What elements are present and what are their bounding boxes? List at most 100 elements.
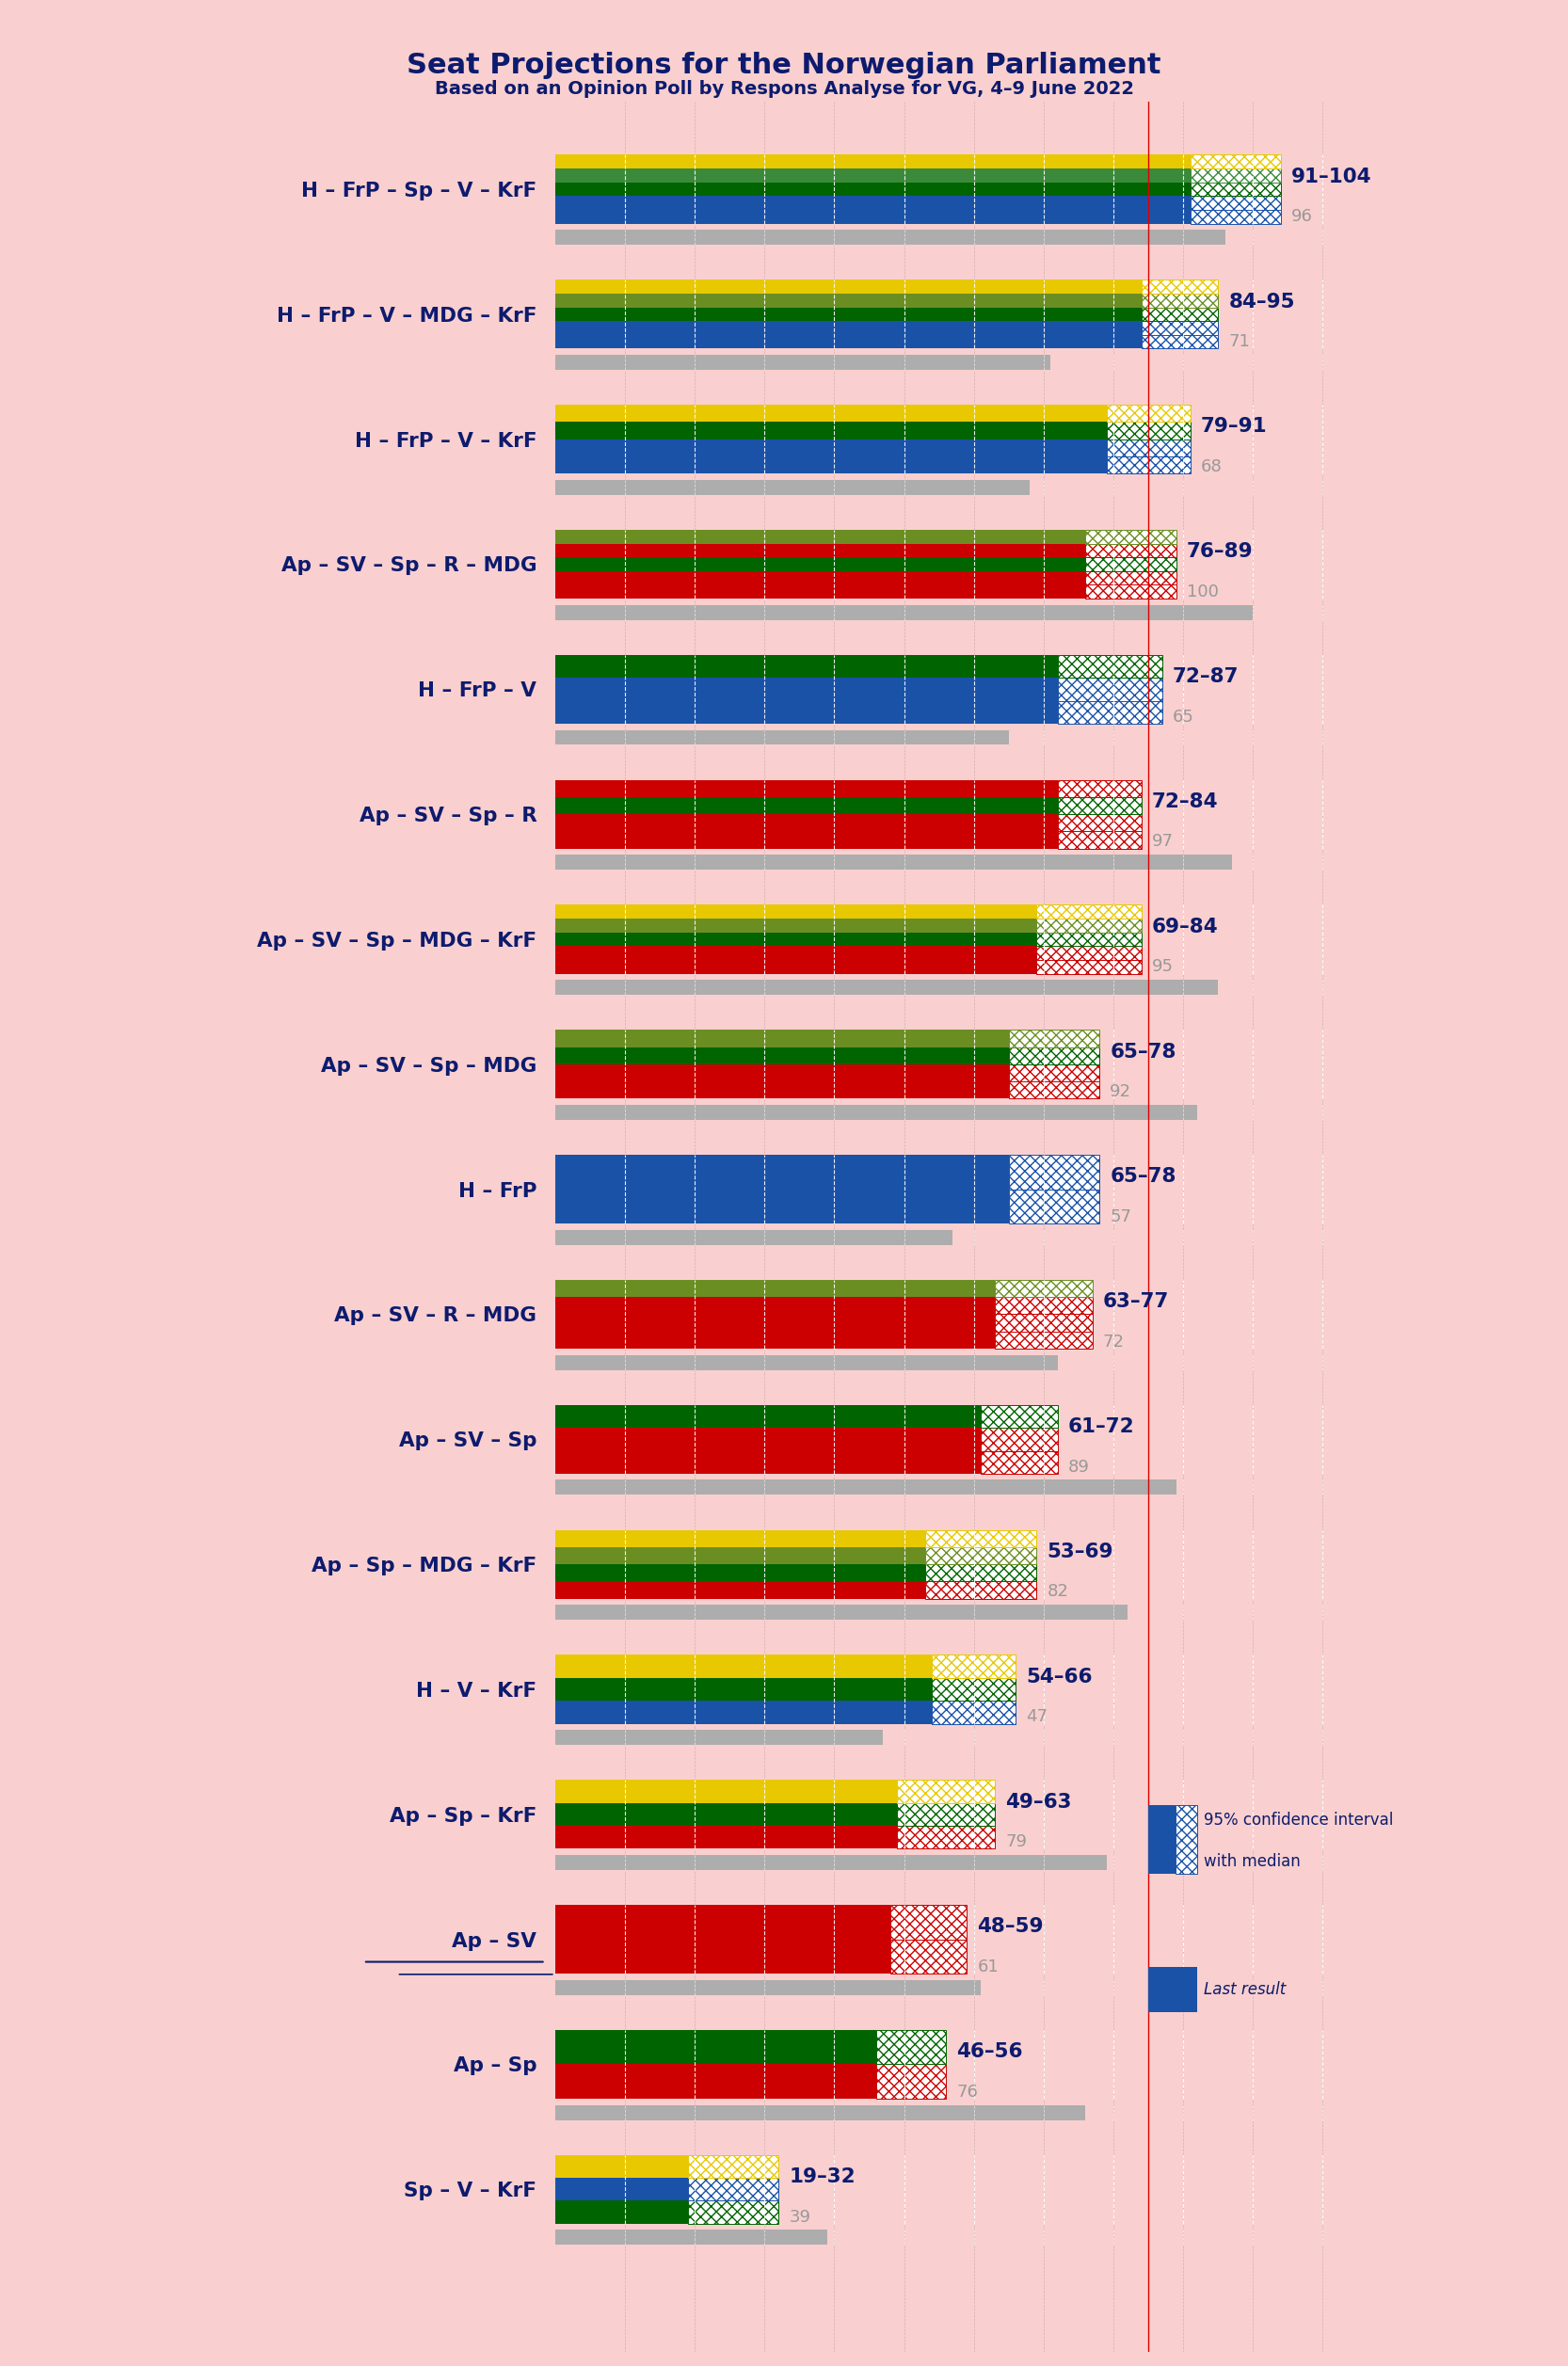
Bar: [555, 1604, 1127, 1621]
Bar: [1057, 677, 1162, 700]
Bar: [1107, 440, 1190, 457]
Bar: [555, 2231, 828, 2245]
Bar: [555, 421, 1107, 440]
Bar: [555, 1105, 1196, 1119]
Bar: [555, 1980, 982, 1995]
Bar: [555, 797, 1057, 814]
Bar: [555, 1779, 897, 1803]
Bar: [1008, 1029, 1099, 1048]
Bar: [982, 1427, 1057, 1450]
Bar: [1107, 405, 1190, 421]
Bar: [688, 2200, 778, 2224]
Bar: [555, 322, 1142, 336]
Bar: [1057, 781, 1142, 797]
Text: 49–63: 49–63: [1005, 1793, 1071, 1812]
Bar: [555, 2200, 688, 2224]
Bar: [555, 854, 1232, 871]
Text: 72–87: 72–87: [1173, 667, 1239, 686]
Bar: [1190, 168, 1281, 182]
Bar: [1142, 279, 1218, 293]
Text: 54–66: 54–66: [1025, 1668, 1093, 1687]
Bar: [555, 1356, 1057, 1370]
Bar: [555, 1905, 891, 1940]
Bar: [555, 196, 1190, 211]
Text: 72–84: 72–84: [1152, 793, 1218, 812]
Bar: [555, 1190, 1008, 1223]
Text: 95: 95: [1152, 958, 1173, 975]
Bar: [555, 655, 1057, 677]
Text: 91–104: 91–104: [1292, 168, 1372, 187]
Bar: [877, 2066, 946, 2099]
Bar: [897, 1803, 994, 1827]
Bar: [877, 2030, 946, 2066]
Bar: [555, 1280, 994, 1297]
Bar: [1008, 1048, 1099, 1065]
Bar: [555, 279, 1142, 293]
Bar: [555, 700, 1057, 724]
Bar: [555, 440, 1107, 457]
Bar: [994, 1332, 1093, 1349]
Text: 96: 96: [1292, 208, 1312, 225]
Text: 65–78: 65–78: [1110, 1043, 1176, 1062]
Bar: [555, 168, 1190, 182]
Bar: [688, 2155, 778, 2179]
Bar: [555, 606, 1253, 620]
Bar: [555, 355, 1051, 369]
Text: 76–89: 76–89: [1187, 542, 1253, 561]
Text: 39: 39: [789, 2207, 811, 2226]
Text: 100: 100: [1187, 584, 1218, 601]
Bar: [994, 1280, 1093, 1297]
Bar: [555, 781, 1057, 797]
Bar: [1107, 421, 1190, 440]
Bar: [1036, 932, 1142, 946]
Bar: [931, 1677, 1016, 1701]
Bar: [897, 1827, 994, 1848]
Text: 92: 92: [1110, 1084, 1132, 1100]
Bar: [1036, 946, 1142, 961]
Bar: [555, 570, 1085, 584]
Bar: [925, 1547, 1036, 1564]
Bar: [555, 1405, 982, 1427]
Bar: [555, 230, 1225, 244]
Text: 65–78: 65–78: [1110, 1166, 1176, 1185]
Bar: [1148, 1966, 1196, 2011]
Text: 53–69: 53–69: [1047, 1543, 1113, 1562]
Text: Seat Projections for the Norwegian Parliament: Seat Projections for the Norwegian Parli…: [406, 52, 1162, 80]
Bar: [555, 154, 1190, 168]
Bar: [555, 1701, 931, 1725]
Bar: [897, 1779, 994, 1803]
Bar: [555, 457, 1107, 473]
Bar: [925, 1564, 1036, 1580]
Bar: [1085, 558, 1176, 570]
Bar: [555, 961, 1036, 975]
Bar: [555, 2106, 1085, 2120]
Text: 19–32: 19–32: [789, 2167, 856, 2186]
Bar: [1190, 182, 1281, 196]
Bar: [1085, 570, 1176, 584]
Bar: [555, 1479, 1176, 1495]
Bar: [1190, 211, 1281, 222]
Text: 71: 71: [1229, 334, 1250, 350]
Bar: [555, 1029, 1008, 1048]
Bar: [925, 1580, 1036, 1599]
Bar: [555, 2155, 688, 2179]
Text: 82: 82: [1047, 1583, 1069, 1599]
Bar: [1142, 293, 1218, 308]
Bar: [555, 677, 1057, 700]
Text: 61: 61: [977, 1959, 999, 1976]
Bar: [931, 1654, 1016, 1677]
Bar: [1142, 336, 1218, 348]
Bar: [982, 1405, 1057, 1427]
Bar: [555, 1547, 925, 1564]
Bar: [555, 1081, 1008, 1098]
Bar: [555, 904, 1036, 918]
Bar: [1008, 1065, 1099, 1081]
Text: 69–84: 69–84: [1152, 918, 1218, 937]
Bar: [555, 1230, 953, 1245]
Bar: [1057, 700, 1162, 724]
Bar: [982, 1450, 1057, 1474]
Bar: [1190, 196, 1281, 211]
Bar: [1174, 1805, 1196, 1874]
Bar: [555, 729, 1008, 745]
Bar: [1142, 308, 1218, 322]
